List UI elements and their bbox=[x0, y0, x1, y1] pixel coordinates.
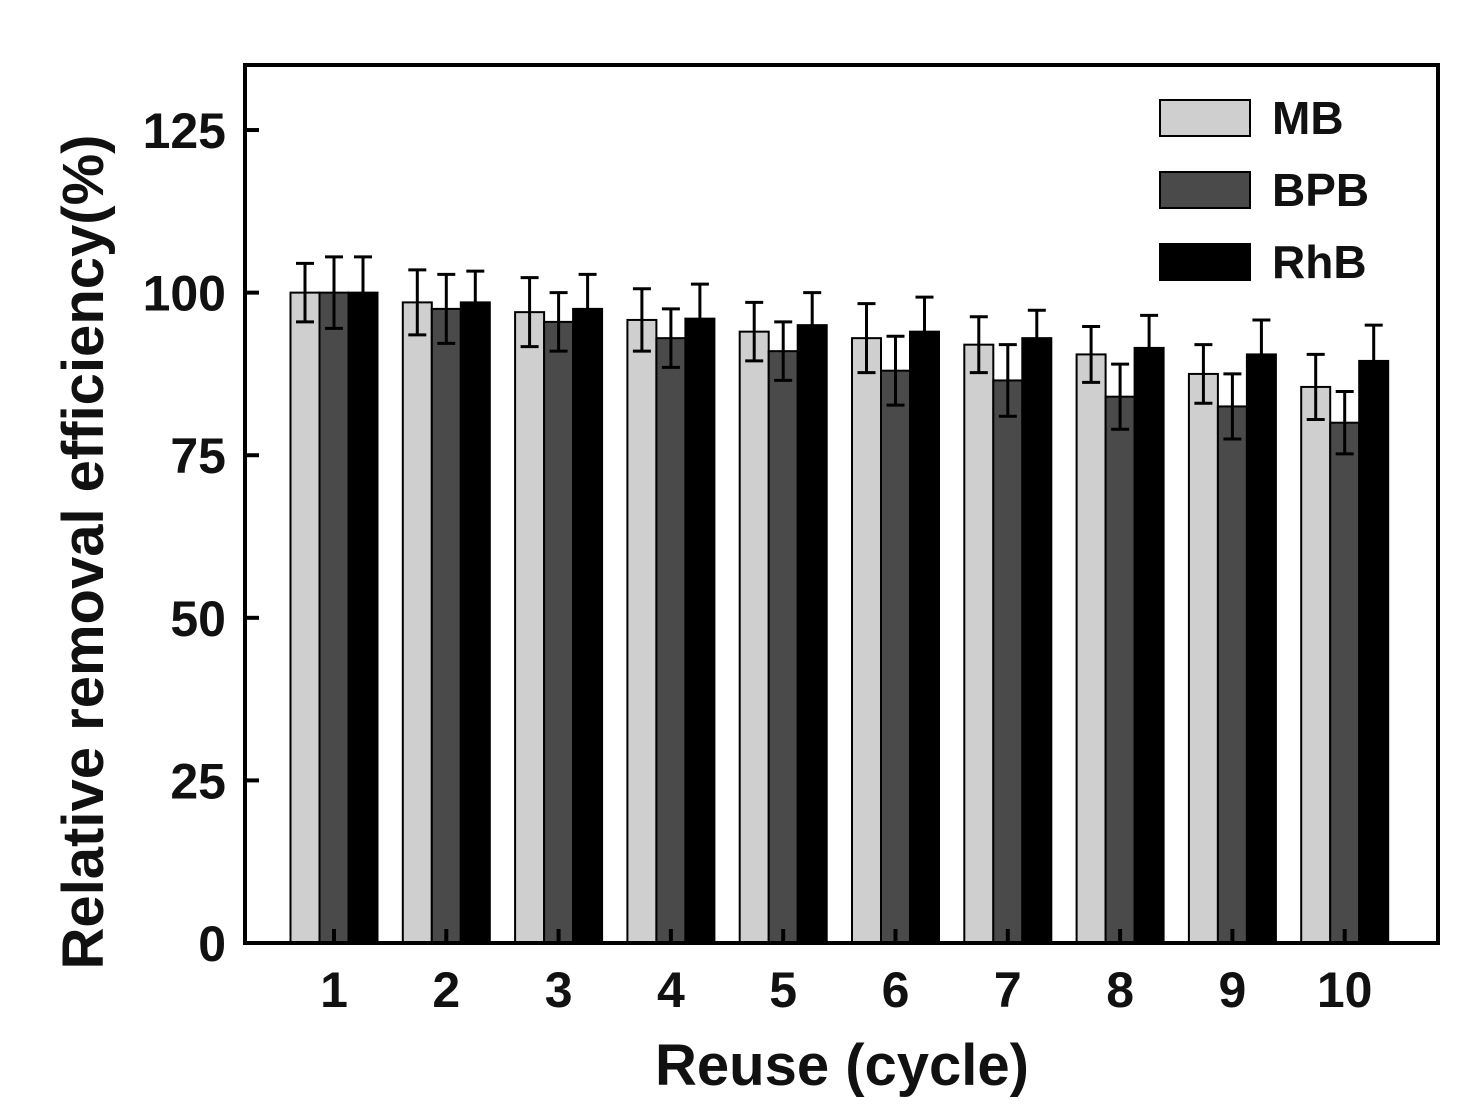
y-axis-title: Relative removal efficiency(%) bbox=[51, 135, 116, 970]
bar-rhb-cycle-10 bbox=[1358, 359, 1390, 944]
bar-mb-cycle-5 bbox=[738, 330, 770, 944]
x-axis-title: Reuse (cycle) bbox=[655, 1033, 1029, 1098]
error-bar-mb-cycle-10 bbox=[1306, 352, 1325, 421]
y-tick-label: 125 bbox=[143, 103, 226, 159]
y-tick-label: 100 bbox=[143, 266, 226, 322]
y-axis: 0 25 50 75 100 125 bbox=[143, 103, 259, 972]
bar-rhb-cycle-6 bbox=[909, 330, 940, 944]
x-tick-label: 8 bbox=[1106, 962, 1134, 1018]
error-bar-mb-cycle-3 bbox=[520, 276, 539, 349]
legend-label: BPB bbox=[1272, 164, 1369, 216]
error-bar-rhb-cycle-3 bbox=[578, 272, 597, 345]
bar-rhb-cycle-5 bbox=[796, 324, 828, 945]
x-tick-label: 6 bbox=[882, 962, 910, 1018]
bar-rhb-cycle-4 bbox=[684, 317, 716, 944]
error-bar-mb-cycle-9 bbox=[1194, 343, 1213, 405]
error-bar-rhb-cycle-7 bbox=[1027, 308, 1046, 368]
x-tick-label: 1 bbox=[320, 962, 348, 1018]
bar-bpb-cycle-2 bbox=[430, 307, 462, 944]
error-bar-mb-cycle-6 bbox=[857, 302, 876, 375]
error-bar-bpb-cycle-7 bbox=[998, 343, 1017, 418]
bar-rhb-cycle-9 bbox=[1245, 353, 1277, 945]
bar-mb-cycle-6 bbox=[851, 337, 882, 944]
error-bars-layer bbox=[296, 255, 1383, 456]
bar-mb-cycle-8 bbox=[1075, 353, 1107, 945]
error-bar-rhb-cycle-5 bbox=[803, 291, 822, 360]
error-bar-rhb-cycle-10 bbox=[1364, 323, 1383, 399]
bar-rhb-cycle-2 bbox=[459, 301, 491, 944]
error-bar-rhb-cycle-1 bbox=[354, 255, 372, 330]
x-tick-label: 2 bbox=[432, 962, 460, 1018]
legend-entry-rhb: RhB bbox=[1159, 236, 1367, 288]
bar-rhb-cycle-7 bbox=[1021, 337, 1053, 944]
bar-rhb-cycle-1 bbox=[347, 291, 379, 944]
error-bar-mb-cycle-2 bbox=[408, 268, 427, 337]
error-bar-rhb-cycle-4 bbox=[690, 282, 709, 355]
bar-bpb-cycle-5 bbox=[767, 350, 799, 944]
legend: MB BPB RhB bbox=[1159, 92, 1369, 288]
x-tick-label: 5 bbox=[769, 962, 797, 1018]
error-bar-bpb-cycle-8 bbox=[1111, 362, 1130, 431]
error-bar-mb-cycle-5 bbox=[745, 300, 764, 363]
error-bar-rhb-cycle-2 bbox=[466, 269, 485, 336]
legend-label: RhB bbox=[1272, 236, 1367, 288]
bar-bpb-cycle-1 bbox=[318, 291, 350, 944]
x-tick-label: 10 bbox=[1317, 962, 1373, 1018]
y-tick-label: 50 bbox=[170, 591, 226, 647]
bar-bpb-cycle-3 bbox=[543, 320, 575, 944]
error-bar-bpb-cycle-4 bbox=[661, 307, 680, 369]
bar-mb-cycle-2 bbox=[401, 301, 433, 944]
bar-rhb-cycle-8 bbox=[1133, 346, 1165, 944]
y-tick-label: 0 bbox=[198, 916, 226, 972]
error-bar-rhb-cycle-8 bbox=[1140, 313, 1159, 382]
y-tick-label: 25 bbox=[170, 753, 226, 809]
error-bar-bpb-cycle-10 bbox=[1335, 389, 1354, 456]
error-bar-mb-cycle-8 bbox=[1082, 324, 1101, 384]
error-bar-bpb-cycle-9 bbox=[1223, 372, 1242, 441]
x-tick-label: 3 bbox=[545, 962, 573, 1018]
bar-bpb-cycle-9 bbox=[1216, 405, 1248, 944]
error-bar-mb-cycle-7 bbox=[969, 315, 988, 375]
x-tick-label: 9 bbox=[1218, 962, 1246, 1018]
error-bar-bpb-cycle-3 bbox=[549, 291, 568, 353]
bar-mb-cycle-4 bbox=[626, 318, 658, 944]
bar-mb-cycle-7 bbox=[963, 343, 995, 945]
error-bar-rhb-cycle-6 bbox=[915, 295, 934, 368]
x-tick-label: 4 bbox=[657, 962, 685, 1018]
error-bar-mb-cycle-4 bbox=[632, 287, 651, 353]
error-bar-bpb-cycle-2 bbox=[437, 272, 456, 345]
bar-mb-cycle-1 bbox=[289, 291, 321, 944]
bar-rhb-cycle-3 bbox=[572, 307, 604, 944]
error-bar-bpb-cycle-5 bbox=[774, 320, 793, 382]
plot-frame bbox=[243, 63, 1440, 945]
bar-bpb-cycle-6 bbox=[880, 369, 911, 944]
y-tick-label: 75 bbox=[170, 428, 226, 484]
legend-swatch bbox=[1159, 99, 1251, 137]
bar-mb-cycle-9 bbox=[1187, 372, 1219, 945]
legend-swatch bbox=[1159, 243, 1251, 281]
bar-bpb-cycle-10 bbox=[1329, 421, 1361, 945]
bar-mb-cycle-10 bbox=[1300, 385, 1332, 944]
error-bar-bpb-cycle-6 bbox=[886, 334, 905, 407]
x-tick-label: 7 bbox=[994, 962, 1022, 1018]
legend-entry-bpb: BPB bbox=[1159, 164, 1369, 216]
error-bar-bpb-cycle-1 bbox=[325, 255, 343, 330]
error-bar-mb-cycle-1 bbox=[296, 261, 314, 324]
bar-mb-cycle-3 bbox=[514, 311, 546, 944]
bar-bpb-cycle-8 bbox=[1104, 395, 1136, 944]
error-bar-rhb-cycle-9 bbox=[1252, 318, 1271, 391]
legend-entry-mb: MB bbox=[1159, 92, 1344, 144]
legend-swatch bbox=[1159, 171, 1251, 209]
bar-bpb-cycle-4 bbox=[655, 337, 687, 944]
bar-bpb-cycle-7 bbox=[992, 379, 1024, 944]
x-axis: 1 2 3 4 5 6 7 8 9 10 bbox=[320, 929, 1373, 1018]
legend-label: MB bbox=[1272, 92, 1344, 144]
bars-layer bbox=[289, 291, 1390, 945]
